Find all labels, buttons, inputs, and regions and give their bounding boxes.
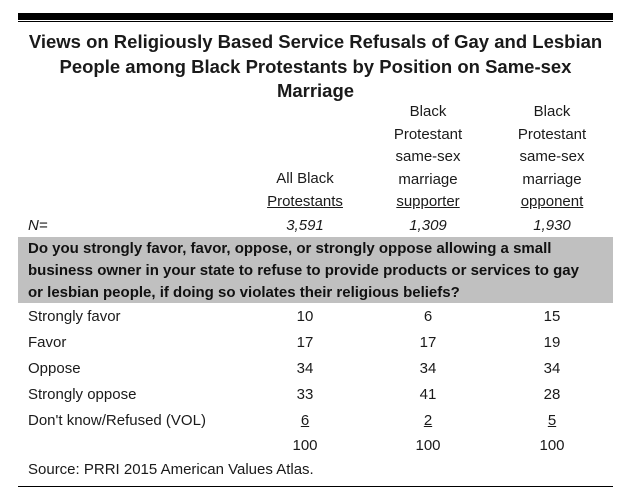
title-line: Views on Religiously Based Service Refus… — [28, 31, 603, 52]
source-note: Source: PRRI 2015 American Values Atlas. — [28, 461, 314, 478]
total-value: 100 — [539, 437, 565, 454]
column-header-opponent: Black Protestant same-sex marriage oppon… — [492, 101, 612, 214]
n-value: 1,930 — [533, 217, 571, 234]
total-value: 100 — [292, 437, 318, 454]
cell-value: 28 — [543, 386, 561, 403]
header-line: All Black — [276, 170, 334, 187]
table-title: Views on Religiously Based Service Refus… — [18, 30, 613, 104]
header-line: Protestant — [517, 125, 587, 143]
survey-question: Do you strongly favor, favor, oppose, or… — [18, 237, 613, 303]
cell-value: 17 — [296, 334, 314, 351]
total-value: 100 — [415, 437, 441, 454]
n-value: 3,591 — [286, 217, 324, 234]
header-line: Black — [409, 103, 447, 120]
cell-value: 34 — [419, 360, 437, 377]
question-line: or lesbian people, if doing so violates … — [28, 284, 460, 301]
cell-value: 6 — [423, 308, 433, 325]
cell-value: 33 — [296, 386, 314, 403]
column-header-all-black-protestants: All Black Protestants — [245, 168, 365, 213]
cell-value: 5 — [547, 412, 557, 429]
header-line: same-sex — [395, 148, 461, 165]
n-label: N= — [28, 217, 48, 234]
question-line: Do you strongly favor, favor, oppose, or… — [28, 240, 552, 257]
header-line: marriage — [522, 170, 582, 188]
header-line: Protestants — [267, 192, 343, 210]
header-line: same-sex — [519, 148, 585, 165]
question-line: business owner in your state to refuse t… — [28, 262, 579, 279]
title-line: People among Black Protestants by Positi… — [59, 55, 572, 77]
row-label: Strongly favor — [28, 308, 121, 325]
row-label: Don't know/Refused (VOL) — [28, 412, 206, 429]
title-line: Marriage — [276, 80, 355, 101]
cell-value: 6 — [300, 412, 310, 429]
cell-value: 15 — [543, 308, 561, 325]
row-label: Favor — [28, 334, 67, 351]
top-thick-rule — [18, 13, 613, 20]
n-value: 1,309 — [409, 217, 447, 234]
cell-value: 2 — [423, 412, 433, 429]
top-thin-rule — [18, 21, 613, 22]
cell-value: 34 — [296, 360, 314, 377]
cell-value: 19 — [543, 334, 561, 351]
header-line: marriage — [398, 170, 458, 188]
cell-value: 34 — [543, 360, 561, 377]
header-line: supporter — [396, 193, 460, 210]
cell-value: 17 — [419, 334, 437, 351]
header-line: opponent — [520, 193, 584, 210]
column-header-supporter: Black Protestant same-sex marriage suppo… — [368, 101, 488, 214]
cell-value: 10 — [296, 308, 314, 325]
row-label: Strongly oppose — [28, 386, 137, 403]
cell-value: 41 — [419, 386, 437, 403]
row-label: Oppose — [28, 360, 81, 377]
header-line: Protestant — [393, 125, 463, 143]
bottom-rule — [18, 486, 613, 487]
header-line: Black — [533, 103, 571, 120]
